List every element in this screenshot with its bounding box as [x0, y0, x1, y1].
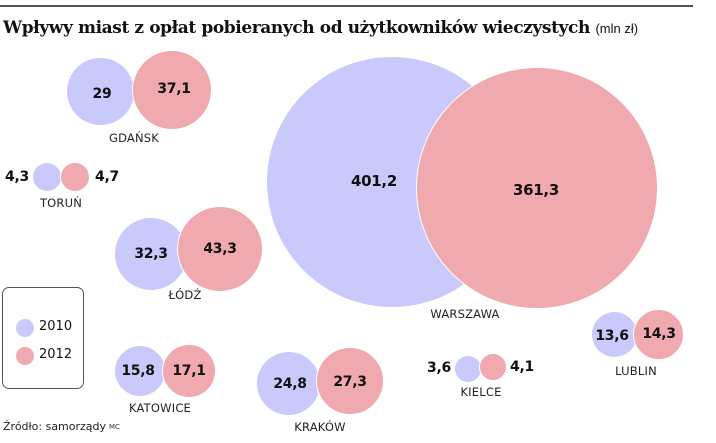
bubble-gdansk-2012 [132, 50, 212, 130]
city-label-kielce: KIELCE [460, 385, 502, 399]
bubble-lodz-2012 [177, 206, 263, 292]
city-label-torun: TORUŃ [39, 196, 83, 210]
legend-dot-2010 [16, 319, 34, 337]
legend: 2010 2012 [2, 287, 84, 389]
chart-title: Wpływy miast z opłat pobieranych od użyt… [3, 18, 638, 38]
value-warszawa-2012: 361,3 [513, 181, 559, 199]
bubble-gdansk-2010 [67, 58, 134, 125]
legend-label-2012: 2012 [39, 347, 73, 362]
value-lublin-2010: 13,6 [595, 328, 629, 344]
bubble-krakow-2010 [257, 352, 320, 415]
value-torun-2010: 4,3 [5, 169, 29, 185]
bubble-torun-2012 [60, 162, 90, 192]
bubble-kielce-2010 [455, 356, 481, 382]
legend-label-2010: 2010 [39, 319, 73, 334]
value-katowice-2010: 15,8 [121, 363, 155, 379]
top-rule [0, 5, 693, 7]
value-krakow-2012: 27,3 [333, 374, 367, 390]
bubble-lublin-2012 [633, 309, 684, 360]
city-label-lublin: LUBLIN [615, 364, 657, 378]
bubble-torun-2010 [33, 163, 61, 191]
title-text: Wpływy miast z opłat pobieranych od użyt… [3, 18, 590, 38]
unit-label: (mln zł) [595, 21, 639, 36]
value-gdansk-2010: 29 [92, 86, 112, 102]
bubble-krakow-2012 [316, 347, 384, 415]
value-kielce-2010: 3,6 [427, 360, 451, 376]
value-lodz-2012: 43,3 [203, 241, 237, 257]
bubble-warszawa-2012 [416, 67, 658, 309]
value-lodz-2010: 32,3 [134, 246, 168, 262]
bubble-lodz-2010 [115, 218, 187, 290]
city-label-katowice: KATOWICE [128, 401, 192, 415]
value-kielce-2012: 4,1 [510, 359, 534, 375]
city-label-gdansk: GDAŃSK [108, 131, 160, 145]
source-note: Źródło: samorządy [3, 420, 107, 433]
value-krakow-2010: 24,8 [273, 376, 307, 392]
bubble-katowice-2010 [115, 346, 165, 396]
city-label-krakow: KRAKÓW [294, 420, 346, 434]
bubble-kielce-2012 [479, 353, 507, 381]
value-gdansk-2012: 37,1 [157, 81, 191, 97]
city-label-warszawa: WARSZAWA [430, 307, 500, 321]
city-label-lodz: ŁÓDŹ [168, 288, 202, 302]
bubble-katowice-2012 [162, 344, 216, 398]
value-lublin-2012: 14,3 [642, 326, 676, 342]
author-initials: MC [109, 423, 120, 431]
value-warszawa-2010: 401,2 [351, 172, 397, 190]
value-torun-2012: 4,7 [95, 169, 119, 185]
bubble-lublin-2010 [592, 312, 637, 357]
legend-dot-2012 [16, 347, 34, 365]
value-katowice-2012: 17,1 [172, 363, 206, 379]
